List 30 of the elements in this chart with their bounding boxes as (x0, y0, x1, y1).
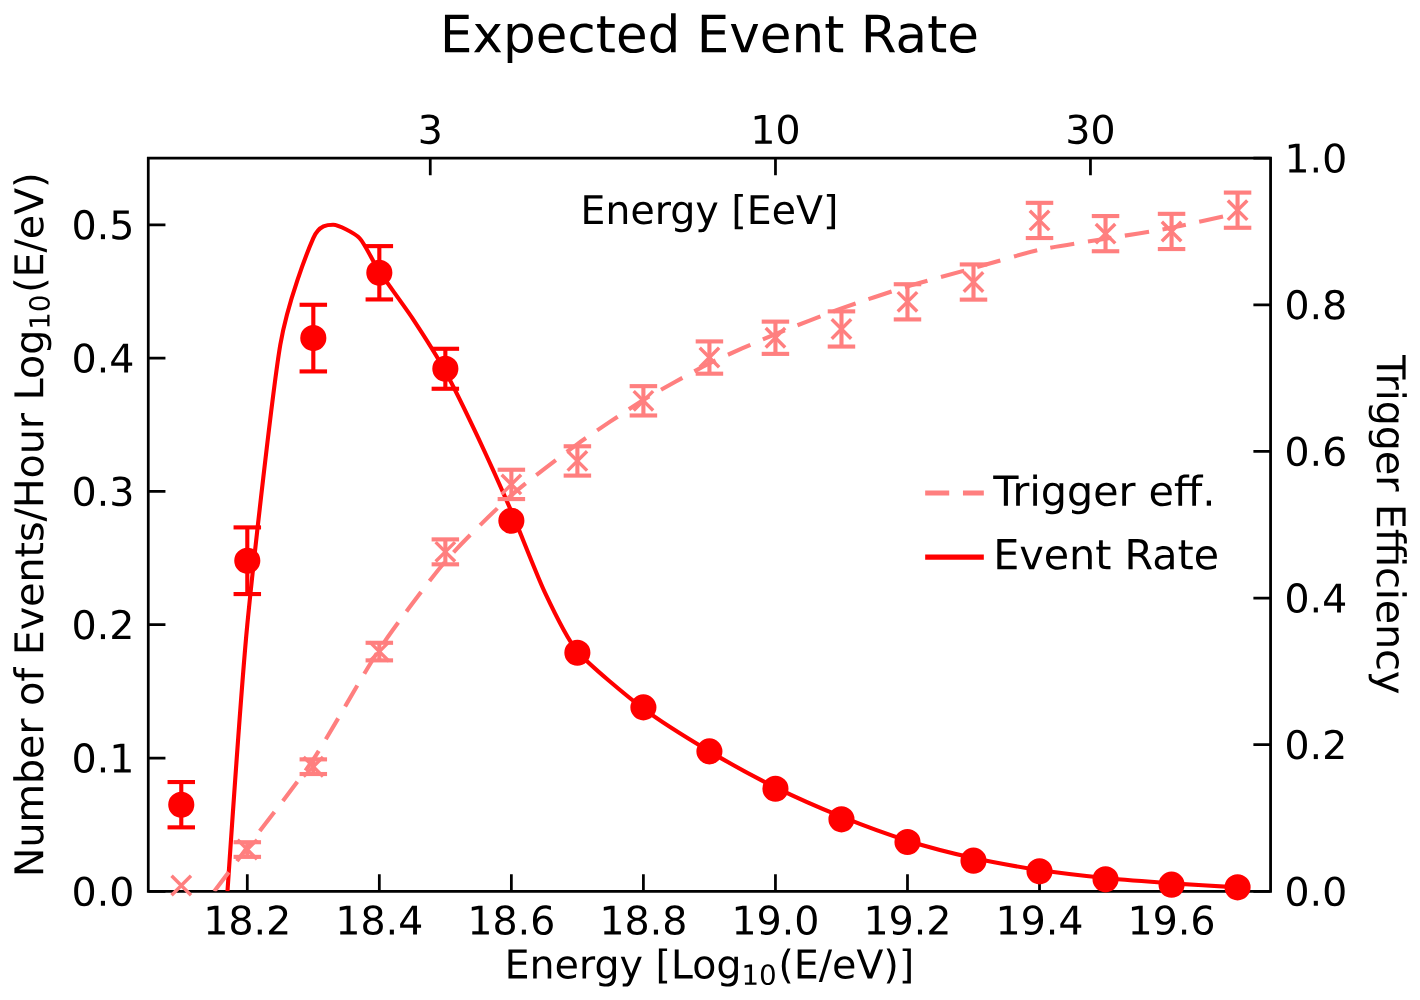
chart-title: Expected Event Rate (444, 13, 977, 64)
x-tick-label: 18.4 (339, 905, 422, 936)
y2-axis-title: Trigger Efficiency (1368, 355, 1407, 694)
y2-tick-label: 0.0 (1287, 876, 1345, 907)
x-tick-label: 19.6 (1131, 905, 1214, 936)
x2-tick-label: 30 (1068, 114, 1113, 145)
x-tick-label: 19.0 (735, 905, 817, 936)
x-tick-label: 18.6 (471, 905, 553, 936)
y-tick-label: 0.0 (74, 876, 132, 907)
y-tick-label: 0.3 (74, 476, 132, 507)
y-tick-label: 0.1 (74, 743, 131, 774)
x2-axis-title: Energy [EeV] (584, 194, 836, 233)
legend-label: Trigger eff. (993, 474, 1211, 515)
x-axis-title: Energy [Log$_{10}$(E/eV)] (508, 948, 911, 987)
x2-tick-label: 10 (754, 114, 798, 145)
y-tick-label: 0.5 (74, 209, 131, 240)
x-tick-label: 19.2 (867, 905, 948, 936)
y2-tick-label: 1.0 (1288, 143, 1345, 174)
x-tick-label: 18.8 (603, 905, 685, 936)
legend-label: Event Rate (997, 539, 1217, 570)
y2-tick-label: 0.6 (1287, 436, 1345, 467)
x-tick-label: 18.2 (207, 905, 288, 936)
x-tick-label: 19.4 (999, 905, 1082, 936)
x2-tick-label: 3 (420, 114, 440, 145)
y2-tick-label: 0.8 (1287, 289, 1345, 320)
y2-tick-label: 0.4 (1287, 583, 1346, 614)
y-tick-label: 0.2 (74, 609, 131, 640)
y-axis-title: Number of Events/Hour Log$_{10}$(E/eV) (13, 175, 52, 874)
y-tick-label: 0.4 (74, 343, 133, 374)
y2-tick-label: 0.2 (1287, 729, 1344, 760)
